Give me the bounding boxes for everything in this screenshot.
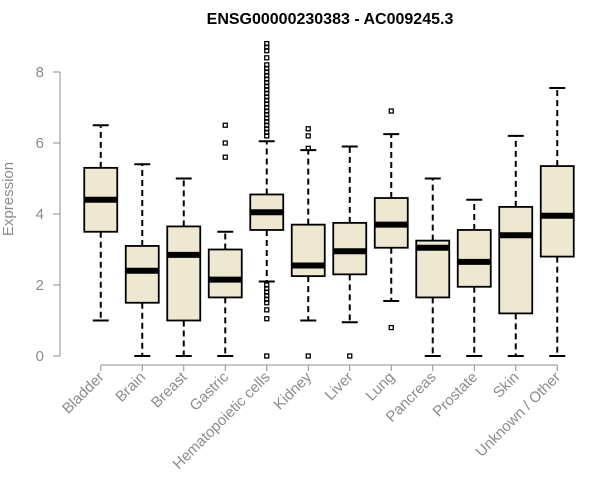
x-tick-label: Kidney	[271, 368, 316, 413]
x-tick-label: Brain	[112, 369, 149, 406]
outlier-point	[222, 154, 228, 160]
x-tick-label: Skin	[490, 369, 523, 402]
box-group	[166, 177, 202, 357]
x-tick-label: Liver	[322, 369, 357, 404]
box-group	[415, 177, 451, 357]
box-group	[539, 86, 575, 357]
y-tick-label: 6	[36, 135, 44, 152]
box-group	[332, 145, 368, 359]
box	[498, 205, 534, 315]
outlier-point	[347, 353, 353, 359]
outlier-point	[388, 108, 394, 114]
outlier-point	[222, 122, 228, 128]
outlier-point	[388, 324, 394, 331]
box-group	[456, 198, 492, 357]
outlier-point	[264, 62, 270, 68]
outlier-point	[222, 140, 228, 146]
box	[539, 165, 575, 258]
outlier-point	[264, 307, 270, 313]
box-group	[498, 134, 534, 357]
box-group	[290, 126, 326, 359]
y-tick-label: 0	[36, 348, 44, 365]
box-group	[373, 108, 409, 331]
outlier-point	[305, 353, 311, 359]
y-axis: 0 2 4 6 8	[36, 64, 61, 365]
box-group	[249, 40, 285, 359]
x-tick-label: Breast	[148, 368, 191, 411]
outlier-point	[305, 145, 311, 151]
box	[207, 248, 243, 299]
y-tick-label: 4	[36, 206, 44, 223]
outlier-point	[264, 316, 270, 322]
outlier-point	[305, 126, 311, 132]
outlier-point	[305, 133, 311, 139]
outlier-point	[264, 282, 270, 288]
y-tick-label: 2	[36, 277, 44, 294]
box	[456, 229, 492, 288]
outlier-point	[264, 353, 270, 359]
y-tick-label: 8	[36, 64, 44, 81]
box-group	[124, 163, 160, 357]
x-tick-label: Lung	[362, 369, 398, 405]
y-axis-label: Expression	[0, 162, 17, 236]
outlier-point	[264, 55, 270, 61]
chart-title: ENSG00000230383 - AC009245.3	[207, 11, 454, 28]
x-tick-label: Prostate	[430, 369, 482, 421]
box	[166, 225, 202, 322]
boxes	[83, 40, 575, 359]
box-group	[207, 122, 243, 357]
box	[124, 245, 160, 304]
x-tick-label: Bladder	[59, 369, 108, 418]
outlier-point	[264, 40, 270, 47]
box-group	[83, 124, 119, 322]
